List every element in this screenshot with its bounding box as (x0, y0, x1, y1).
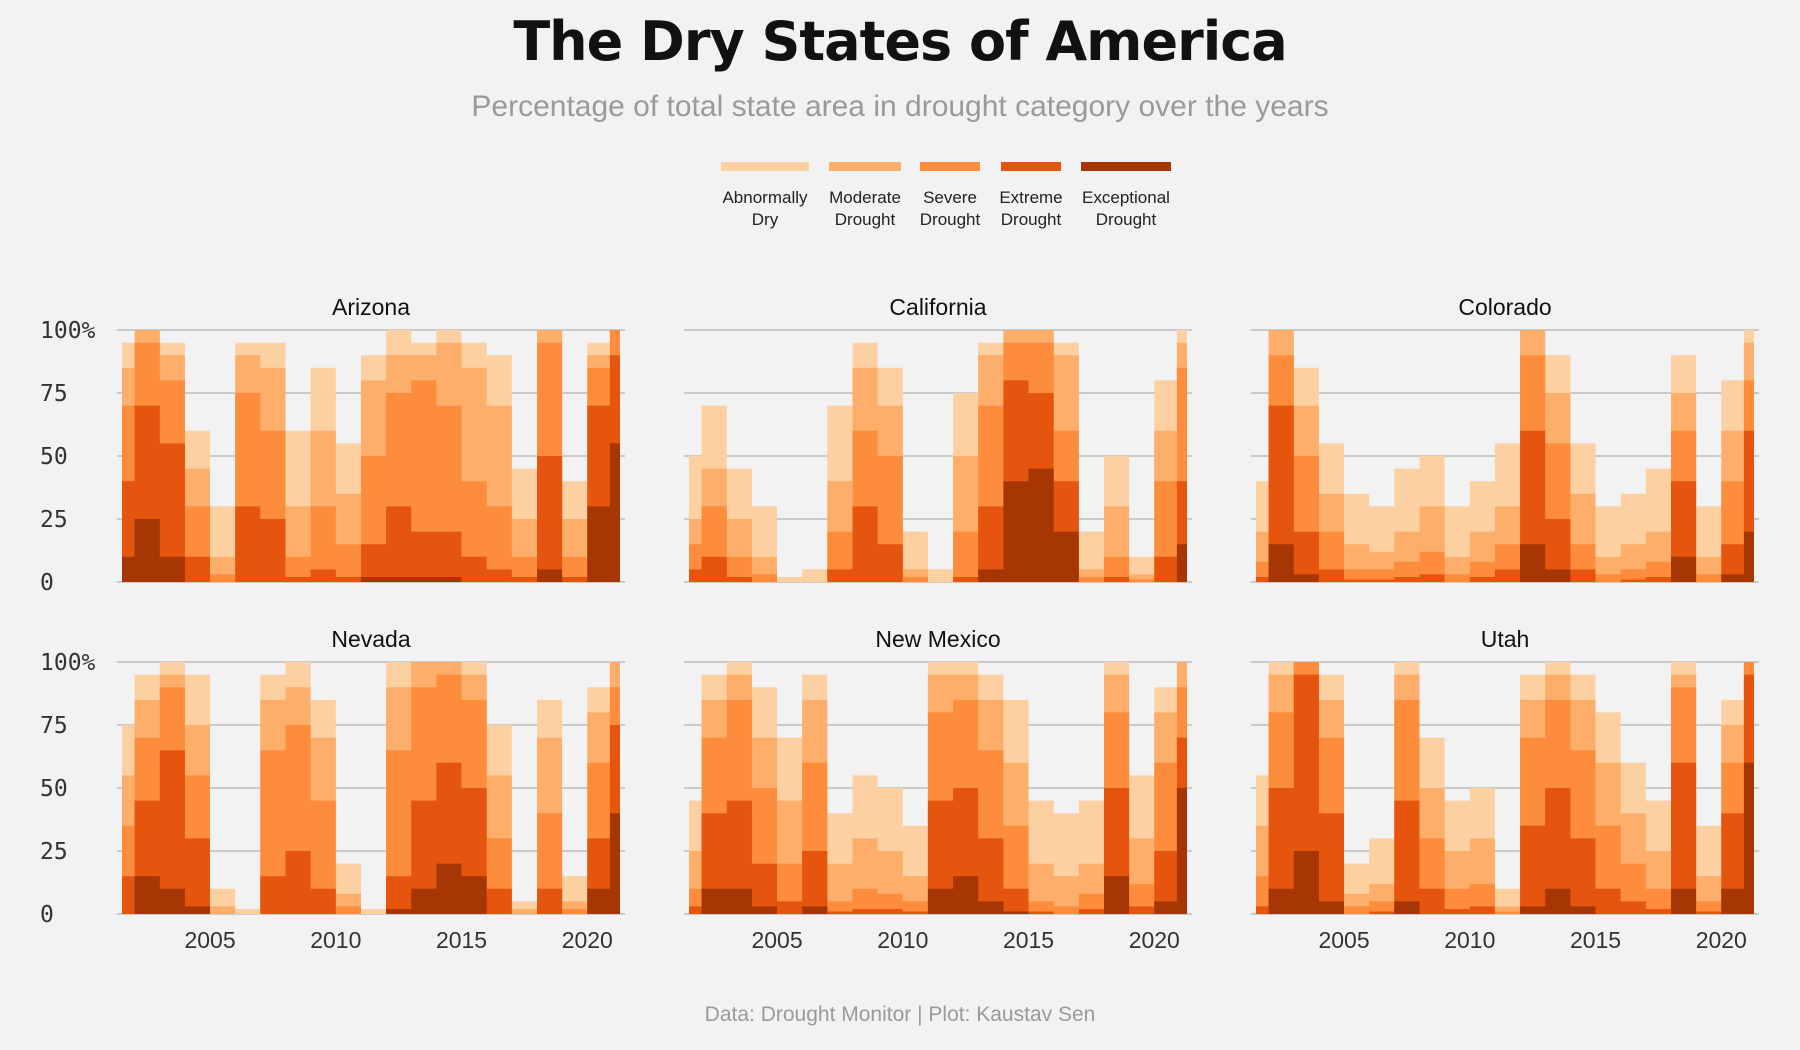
x-tick-label: 2005 (751, 927, 802, 953)
legend-swatch (1001, 162, 1061, 171)
x-tick-label: 2005 (184, 927, 235, 953)
x-tick-label: 2005 (1318, 927, 1369, 953)
legend-swatch (829, 162, 901, 171)
legend-label: Drought (1096, 210, 1157, 229)
y-tick-label: 0 (40, 902, 54, 928)
panel-title: California (889, 294, 986, 320)
legend-swatch (1081, 162, 1171, 171)
y-tick-label: 50 (40, 776, 68, 802)
x-tick-label: 2020 (562, 927, 613, 953)
legend-label: Extreme (999, 188, 1062, 207)
x-tick-label: 2020 (1696, 927, 1747, 953)
panel-title: Arizona (332, 294, 410, 320)
legend-swatch (721, 162, 809, 171)
area-exceptional-drought (1256, 762, 1754, 914)
panel-title: Colorado (1458, 294, 1551, 320)
chart-caption: Data: Drought Monitor | Plot: Kaustav Se… (704, 1003, 1096, 1026)
area-extreme-drought (1256, 405, 1754, 582)
panel-title: New Mexico (875, 626, 1000, 652)
area-exceptional-drought (122, 443, 620, 582)
y-tick-label: 100% (40, 650, 96, 676)
y-tick-label: 75 (40, 381, 68, 407)
x-tick-label: 2010 (1444, 927, 1495, 953)
area-extreme-drought (689, 737, 1187, 914)
area-extreme-drought (122, 355, 620, 582)
x-tick-label: 2010 (310, 927, 361, 953)
y-tick-label: 75 (40, 713, 68, 739)
legend-label: Exceptional (1082, 188, 1170, 207)
y-tick-label: 50 (40, 444, 68, 470)
x-tick-label: 2010 (877, 927, 928, 953)
legend-label: Severe (923, 188, 977, 207)
area-exceptional-drought (1256, 531, 1754, 582)
area-severe-drought (122, 674, 620, 914)
y-tick-label: 25 (40, 507, 68, 533)
x-tick-label: 2015 (1003, 927, 1054, 953)
legend-label: Drought (835, 210, 896, 229)
x-tick-label: 2015 (436, 927, 487, 953)
area-moderate-drought (1256, 662, 1754, 914)
area-exceptional-drought (689, 788, 1187, 914)
legend-label: Dry (752, 210, 779, 229)
y-tick-label: 0 (40, 570, 54, 596)
chart-title: The Dry States of America (513, 10, 1287, 73)
x-tick-label: 2015 (1570, 927, 1621, 953)
legend-swatch (920, 162, 980, 171)
area-abnormally-dry (1256, 330, 1754, 582)
panel-title: Utah (1481, 626, 1530, 652)
panel-title: Nevada (331, 626, 410, 652)
chart-subtitle: Percentage of total state area in drough… (471, 90, 1329, 123)
y-tick-label: 100% (40, 318, 96, 344)
x-tick-label: 2020 (1129, 927, 1180, 953)
y-tick-label: 25 (40, 839, 68, 865)
legend-label: Moderate (829, 188, 901, 207)
legend-label: Drought (920, 210, 981, 229)
area-exceptional-drought (689, 468, 1187, 582)
legend-label: Drought (1001, 210, 1062, 229)
legend-label: Abnormally (722, 188, 808, 207)
area-exceptional-drought (122, 813, 620, 914)
